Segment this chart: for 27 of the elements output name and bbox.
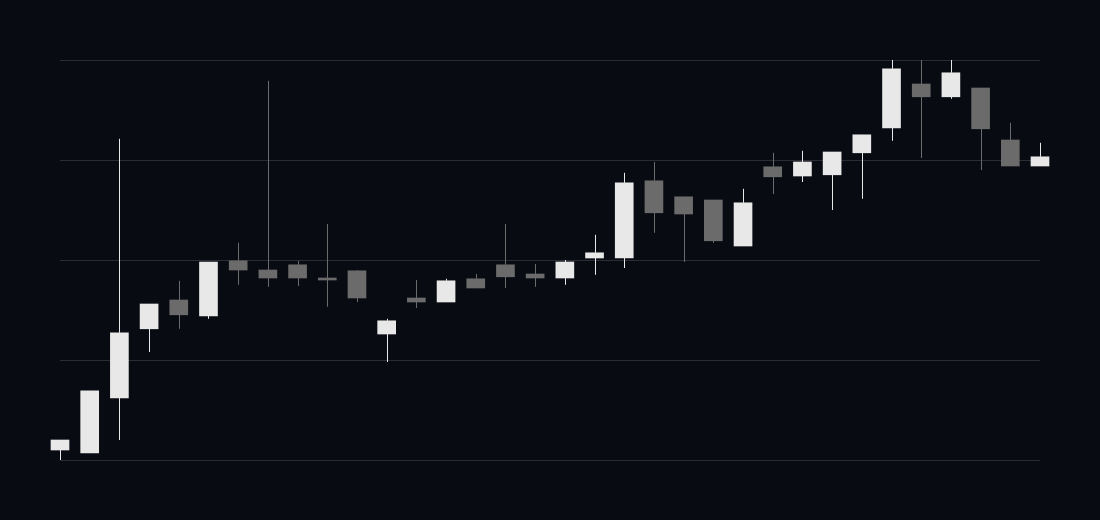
candlestick: [763, 152, 783, 195]
candlestick: [911, 59, 931, 159]
candlestick: [80, 390, 100, 454]
candlestick: [50, 439, 70, 461]
candlestick: [1000, 122, 1020, 167]
candlestick: [793, 150, 812, 183]
candlestick: [1030, 142, 1050, 167]
candlestick: [822, 151, 842, 211]
candlestick: [288, 260, 307, 287]
candlestick: [555, 259, 575, 286]
candlestick: [228, 242, 248, 286]
candlestick: [674, 196, 693, 263]
candlestick: [971, 87, 990, 171]
candlestick: [733, 188, 753, 247]
candlestick: [139, 303, 159, 353]
candlestick: [704, 199, 723, 244]
candlestick: [496, 223, 515, 289]
candlestick: [614, 172, 634, 269]
candlestick: [941, 59, 961, 100]
candlestick: [110, 138, 129, 441]
candlestick: [852, 134, 872, 200]
candlestick: [169, 280, 189, 330]
candlestick: [377, 318, 396, 363]
candlestick: [585, 234, 604, 276]
candlestick: [199, 261, 218, 320]
candlestick: [644, 161, 664, 234]
candlestick: [882, 59, 901, 142]
